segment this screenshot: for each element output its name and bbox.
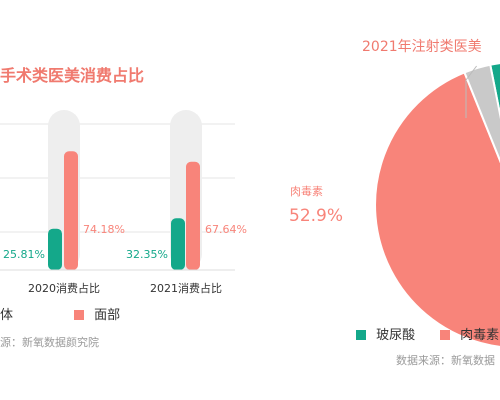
data-label-body-0: 25.81% bbox=[3, 248, 45, 261]
legend-label-botox: 肉毒素 bbox=[460, 328, 500, 343]
legend-swatch-face bbox=[74, 310, 84, 320]
bar-body-1 bbox=[171, 218, 185, 270]
legend-label-face: 面部 bbox=[94, 308, 121, 323]
bar-body-0 bbox=[48, 228, 62, 270]
data-label-face-1: 67.64% bbox=[205, 223, 247, 236]
data-label-face-0: 74.18% bbox=[83, 223, 125, 236]
category-label-1: 2021消费占比 bbox=[150, 281, 222, 295]
pie-leader-line bbox=[465, 65, 477, 118]
category-label-0: 2020消费占比 bbox=[28, 281, 100, 295]
legend-swatch-hyaluronic bbox=[356, 330, 366, 340]
pie-label-name-botox: 肉毒素 bbox=[290, 185, 323, 198]
legend-label-hyaluronic: 玻尿酸 bbox=[376, 328, 416, 343]
right-chart-source: 数据来源：新氧数据 bbox=[396, 354, 495, 367]
pie-slice-other bbox=[463, 63, 500, 164]
legend-item-botox: 肉毒素 bbox=[440, 324, 499, 343]
left-chart-title: 手术类医美消费占比 bbox=[0, 66, 145, 85]
legend-label-body: 体 bbox=[0, 308, 14, 323]
legend-item-hyaluronic: 玻尿酸 bbox=[356, 324, 415, 343]
bar-face-1 bbox=[186, 161, 200, 270]
legend-swatch-botox bbox=[440, 330, 450, 340]
legend-item-face: 面部 bbox=[74, 304, 120, 323]
data-label-body-1: 32.35% bbox=[126, 248, 168, 261]
bar-face-0 bbox=[64, 151, 78, 270]
right-chart-title: 2021年注射类医美 bbox=[362, 39, 482, 55]
legend-item-body: 体 bbox=[0, 304, 13, 323]
pie-slice-botox bbox=[374, 71, 500, 348]
left-chart-source: 源：新氧数据颜究院 bbox=[0, 336, 99, 349]
pie-label-value-botox: 52.9% bbox=[289, 206, 343, 226]
